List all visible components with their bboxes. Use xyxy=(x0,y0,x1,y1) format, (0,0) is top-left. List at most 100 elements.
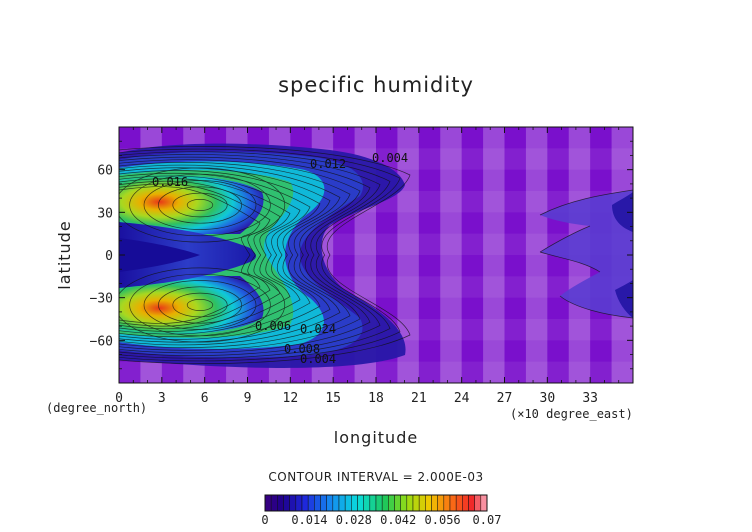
contour-line xyxy=(119,170,321,340)
colorbar-swatch xyxy=(326,494,334,512)
colorbar-swatch xyxy=(344,494,352,512)
x-tick-label: 33 xyxy=(582,391,598,406)
contour-line xyxy=(119,186,261,324)
x-unit-note: (×10 degree_east) xyxy=(510,407,633,421)
colorbar-swatch xyxy=(449,494,457,512)
colorbar-tick-label: 0.056 xyxy=(425,513,461,527)
contour-line xyxy=(119,162,351,348)
background-column xyxy=(418,127,441,383)
colorbar-swatch xyxy=(270,494,278,512)
x-tick-label: 15 xyxy=(325,391,341,406)
contour-line xyxy=(119,146,411,364)
colorbar-tick-labels: 0 0.014 0.028 0.042 0.056 0.07 xyxy=(261,513,501,527)
colorbar-swatch xyxy=(307,494,315,512)
contour-line xyxy=(539,189,633,319)
colorbar-swatch xyxy=(289,494,297,512)
contour-lines xyxy=(119,146,633,364)
colorbar-swatch xyxy=(474,494,482,512)
colorbar-swatch xyxy=(338,494,346,512)
colorbar-swatch xyxy=(375,494,383,512)
colorbar-swatch xyxy=(400,494,408,512)
x-tick-label: 12 xyxy=(283,391,299,406)
background-column xyxy=(525,127,548,383)
colorbar-swatch xyxy=(388,494,395,512)
x-axis: 0 3 6 9 12 15 18 21 24 27 30 33 xyxy=(115,127,620,406)
x-tick-label: 30 xyxy=(540,391,556,406)
colorbar-tick-label: 0.028 xyxy=(336,513,372,527)
contour-line xyxy=(119,159,361,351)
y-tick-label: 60 xyxy=(97,164,113,179)
x-tick-label: 24 xyxy=(454,391,470,406)
contour-label: 0.004 xyxy=(300,352,336,366)
x-tick-label: 18 xyxy=(368,391,384,406)
colorbar-swatch xyxy=(283,494,290,512)
contour-label: 0.008 xyxy=(284,342,320,356)
colorbar-swatch xyxy=(462,494,469,512)
colorbar-swatch xyxy=(468,494,475,512)
colorbar-swatch xyxy=(412,494,420,512)
x-tick-label: 6 xyxy=(201,391,209,406)
colorbar-swatch xyxy=(314,494,321,512)
x-tick-label: 9 xyxy=(244,391,252,406)
colorbar-tick-label: 0.014 xyxy=(291,513,327,527)
x-tick-label: 0 xyxy=(115,391,123,406)
background-column xyxy=(440,127,463,383)
colorbar-swatch xyxy=(351,494,358,512)
contour-line xyxy=(119,267,286,343)
background-column xyxy=(461,127,484,383)
colorbar-swatch xyxy=(301,494,309,512)
colorbar-swatch xyxy=(264,494,272,512)
contour-line xyxy=(119,167,286,243)
x-tick-label: 3 xyxy=(158,391,166,406)
colorbar-frame xyxy=(264,494,488,512)
colorbar-swatch xyxy=(295,494,303,512)
contour-label: 0.016 xyxy=(152,175,188,189)
colorbar xyxy=(264,494,488,512)
contour-line xyxy=(186,199,214,211)
contour-label: 0.024 xyxy=(300,322,336,336)
colorbar-swatch xyxy=(369,494,377,512)
y-tick-label: 30 xyxy=(97,206,113,221)
background-column xyxy=(483,127,505,383)
contour-line xyxy=(119,183,271,327)
colorbar-swatch xyxy=(320,494,327,512)
x-axis-label: longitude xyxy=(334,428,418,447)
contour-line xyxy=(119,151,391,359)
background-column xyxy=(397,127,420,383)
contour-label: 0.004 xyxy=(372,151,408,165)
contour-line xyxy=(129,173,271,237)
contour-line xyxy=(172,192,228,218)
y-axis: 60 30 0 −30 −60 xyxy=(90,140,633,370)
contour-line xyxy=(119,156,371,354)
humidity-field xyxy=(119,143,633,368)
colorbar-swatch xyxy=(394,494,401,512)
contour-line xyxy=(119,164,341,346)
colorbar-swatch xyxy=(363,494,371,512)
contour-line xyxy=(119,172,311,338)
contour-label: 0.012 xyxy=(310,157,346,171)
contour-line xyxy=(158,286,242,324)
colorbar-swatch xyxy=(431,494,438,512)
colorbar-swatch xyxy=(437,494,445,512)
x-tick-label: 27 xyxy=(497,391,513,406)
contour-line xyxy=(143,180,257,230)
contour-line xyxy=(119,148,401,362)
y-axis-label: latitude xyxy=(55,220,74,289)
colorbar-swatch xyxy=(406,494,414,512)
y-tick-label: −60 xyxy=(90,334,113,349)
y-tick-label: 0 xyxy=(105,249,113,264)
colorbar-swatch xyxy=(455,494,463,512)
contour-interval: CONTOUR INTERVAL = 2.000E-03 xyxy=(268,470,483,484)
colorbar-tick-label: 0.042 xyxy=(380,513,416,527)
colorbar-tick-label: 0.07 xyxy=(473,513,502,527)
background-column xyxy=(504,127,527,383)
contour-line xyxy=(143,280,257,330)
colorbar-swatch xyxy=(418,494,426,512)
x-tick-label: 21 xyxy=(411,391,427,406)
contour-line xyxy=(129,273,271,337)
contour-line xyxy=(119,178,291,332)
contour-line xyxy=(172,292,228,318)
y-tick-label: −30 xyxy=(90,292,113,307)
